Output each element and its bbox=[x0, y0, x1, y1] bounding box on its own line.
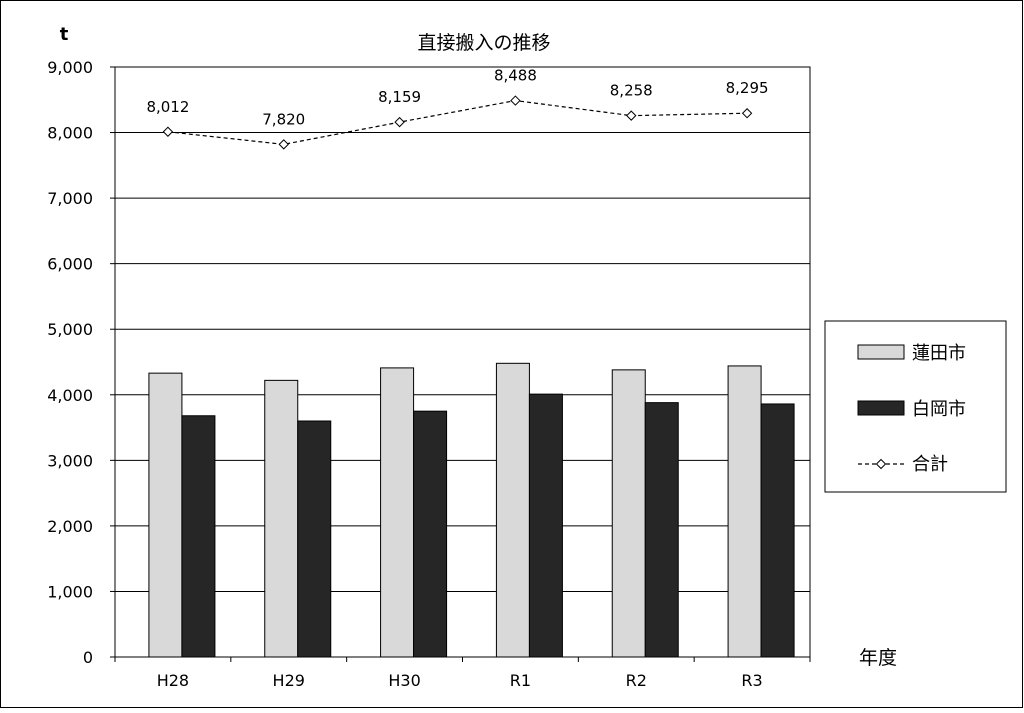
bar bbox=[148, 372, 183, 658]
data-labels: 8,012 7,820 8,159 8,488 8,258 8,295 bbox=[146, 67, 768, 129]
legend-label-shiraoka: 白岡市 bbox=[912, 399, 966, 420]
y-tick-label: 7,000 bbox=[47, 189, 93, 208]
y-tick-label: 5,000 bbox=[47, 320, 93, 339]
bar bbox=[297, 420, 332, 658]
x-tick-label: H29 bbox=[273, 671, 305, 690]
bar bbox=[495, 362, 530, 658]
bar bbox=[413, 410, 448, 658]
total-data-label: 8,012 bbox=[146, 98, 189, 116]
total-marker bbox=[626, 110, 637, 121]
total-marker bbox=[162, 126, 174, 137]
plot-area bbox=[115, 67, 810, 657]
axes: 0 1,000 2,000 3,000 4,000 5,000 6,000 7,000 8,00… bbox=[47, 58, 811, 690]
y-axis-label: t bbox=[60, 24, 69, 45]
x-tick-label: R3 bbox=[741, 671, 762, 690]
y-tick-label: 4,000 bbox=[47, 386, 93, 405]
x-axis-label: 年度 bbox=[859, 647, 897, 669]
x-tick-label: H28 bbox=[157, 671, 189, 690]
total-data-label: 7,820 bbox=[262, 110, 305, 128]
y-tick-label: 3,000 bbox=[47, 451, 93, 470]
bar bbox=[727, 365, 762, 658]
bar bbox=[760, 403, 795, 658]
total-marker bbox=[741, 108, 753, 119]
legend-swatch-renda bbox=[857, 344, 905, 360]
legend-label-total: 合計 bbox=[912, 454, 948, 475]
total-marker bbox=[394, 116, 405, 128]
y-tick-label: 9,000 bbox=[47, 58, 93, 77]
bar bbox=[611, 369, 646, 658]
total-data-label: 8,488 bbox=[494, 67, 537, 85]
y-tick-label: 8,000 bbox=[47, 124, 93, 143]
y-tick-label: 0 bbox=[83, 648, 93, 667]
y-tick-label: 2,000 bbox=[47, 517, 93, 536]
grid-lines bbox=[115, 132, 810, 592]
x-tick-label: H30 bbox=[388, 671, 420, 690]
legend: 蓮田市 白岡市 合計 bbox=[824, 320, 1007, 493]
bar bbox=[380, 367, 415, 658]
y-tick-label: 1,000 bbox=[47, 582, 93, 601]
bar bbox=[264, 379, 299, 658]
legend-box bbox=[824, 320, 1007, 493]
chart-title: 直接搬入の推移 bbox=[417, 32, 550, 54]
total-marker bbox=[510, 95, 521, 106]
total-data-label: 8,159 bbox=[378, 88, 421, 106]
x-tick-label: R2 bbox=[626, 671, 647, 690]
y-tick-label: 6,000 bbox=[47, 255, 93, 274]
bar bbox=[181, 415, 216, 658]
total-line bbox=[162, 95, 753, 150]
total-data-label: 8,258 bbox=[610, 82, 653, 100]
bar bbox=[644, 402, 679, 658]
legend-label-renda: 蓮田市 bbox=[912, 343, 966, 364]
legend-swatch-shiraoka bbox=[857, 400, 905, 416]
x-tick-label: R1 bbox=[510, 671, 531, 690]
bars bbox=[148, 362, 795, 658]
bar bbox=[528, 393, 563, 658]
total-data-label: 8,295 bbox=[726, 79, 769, 97]
total-marker bbox=[278, 139, 289, 150]
legend-marker-total bbox=[875, 458, 887, 470]
